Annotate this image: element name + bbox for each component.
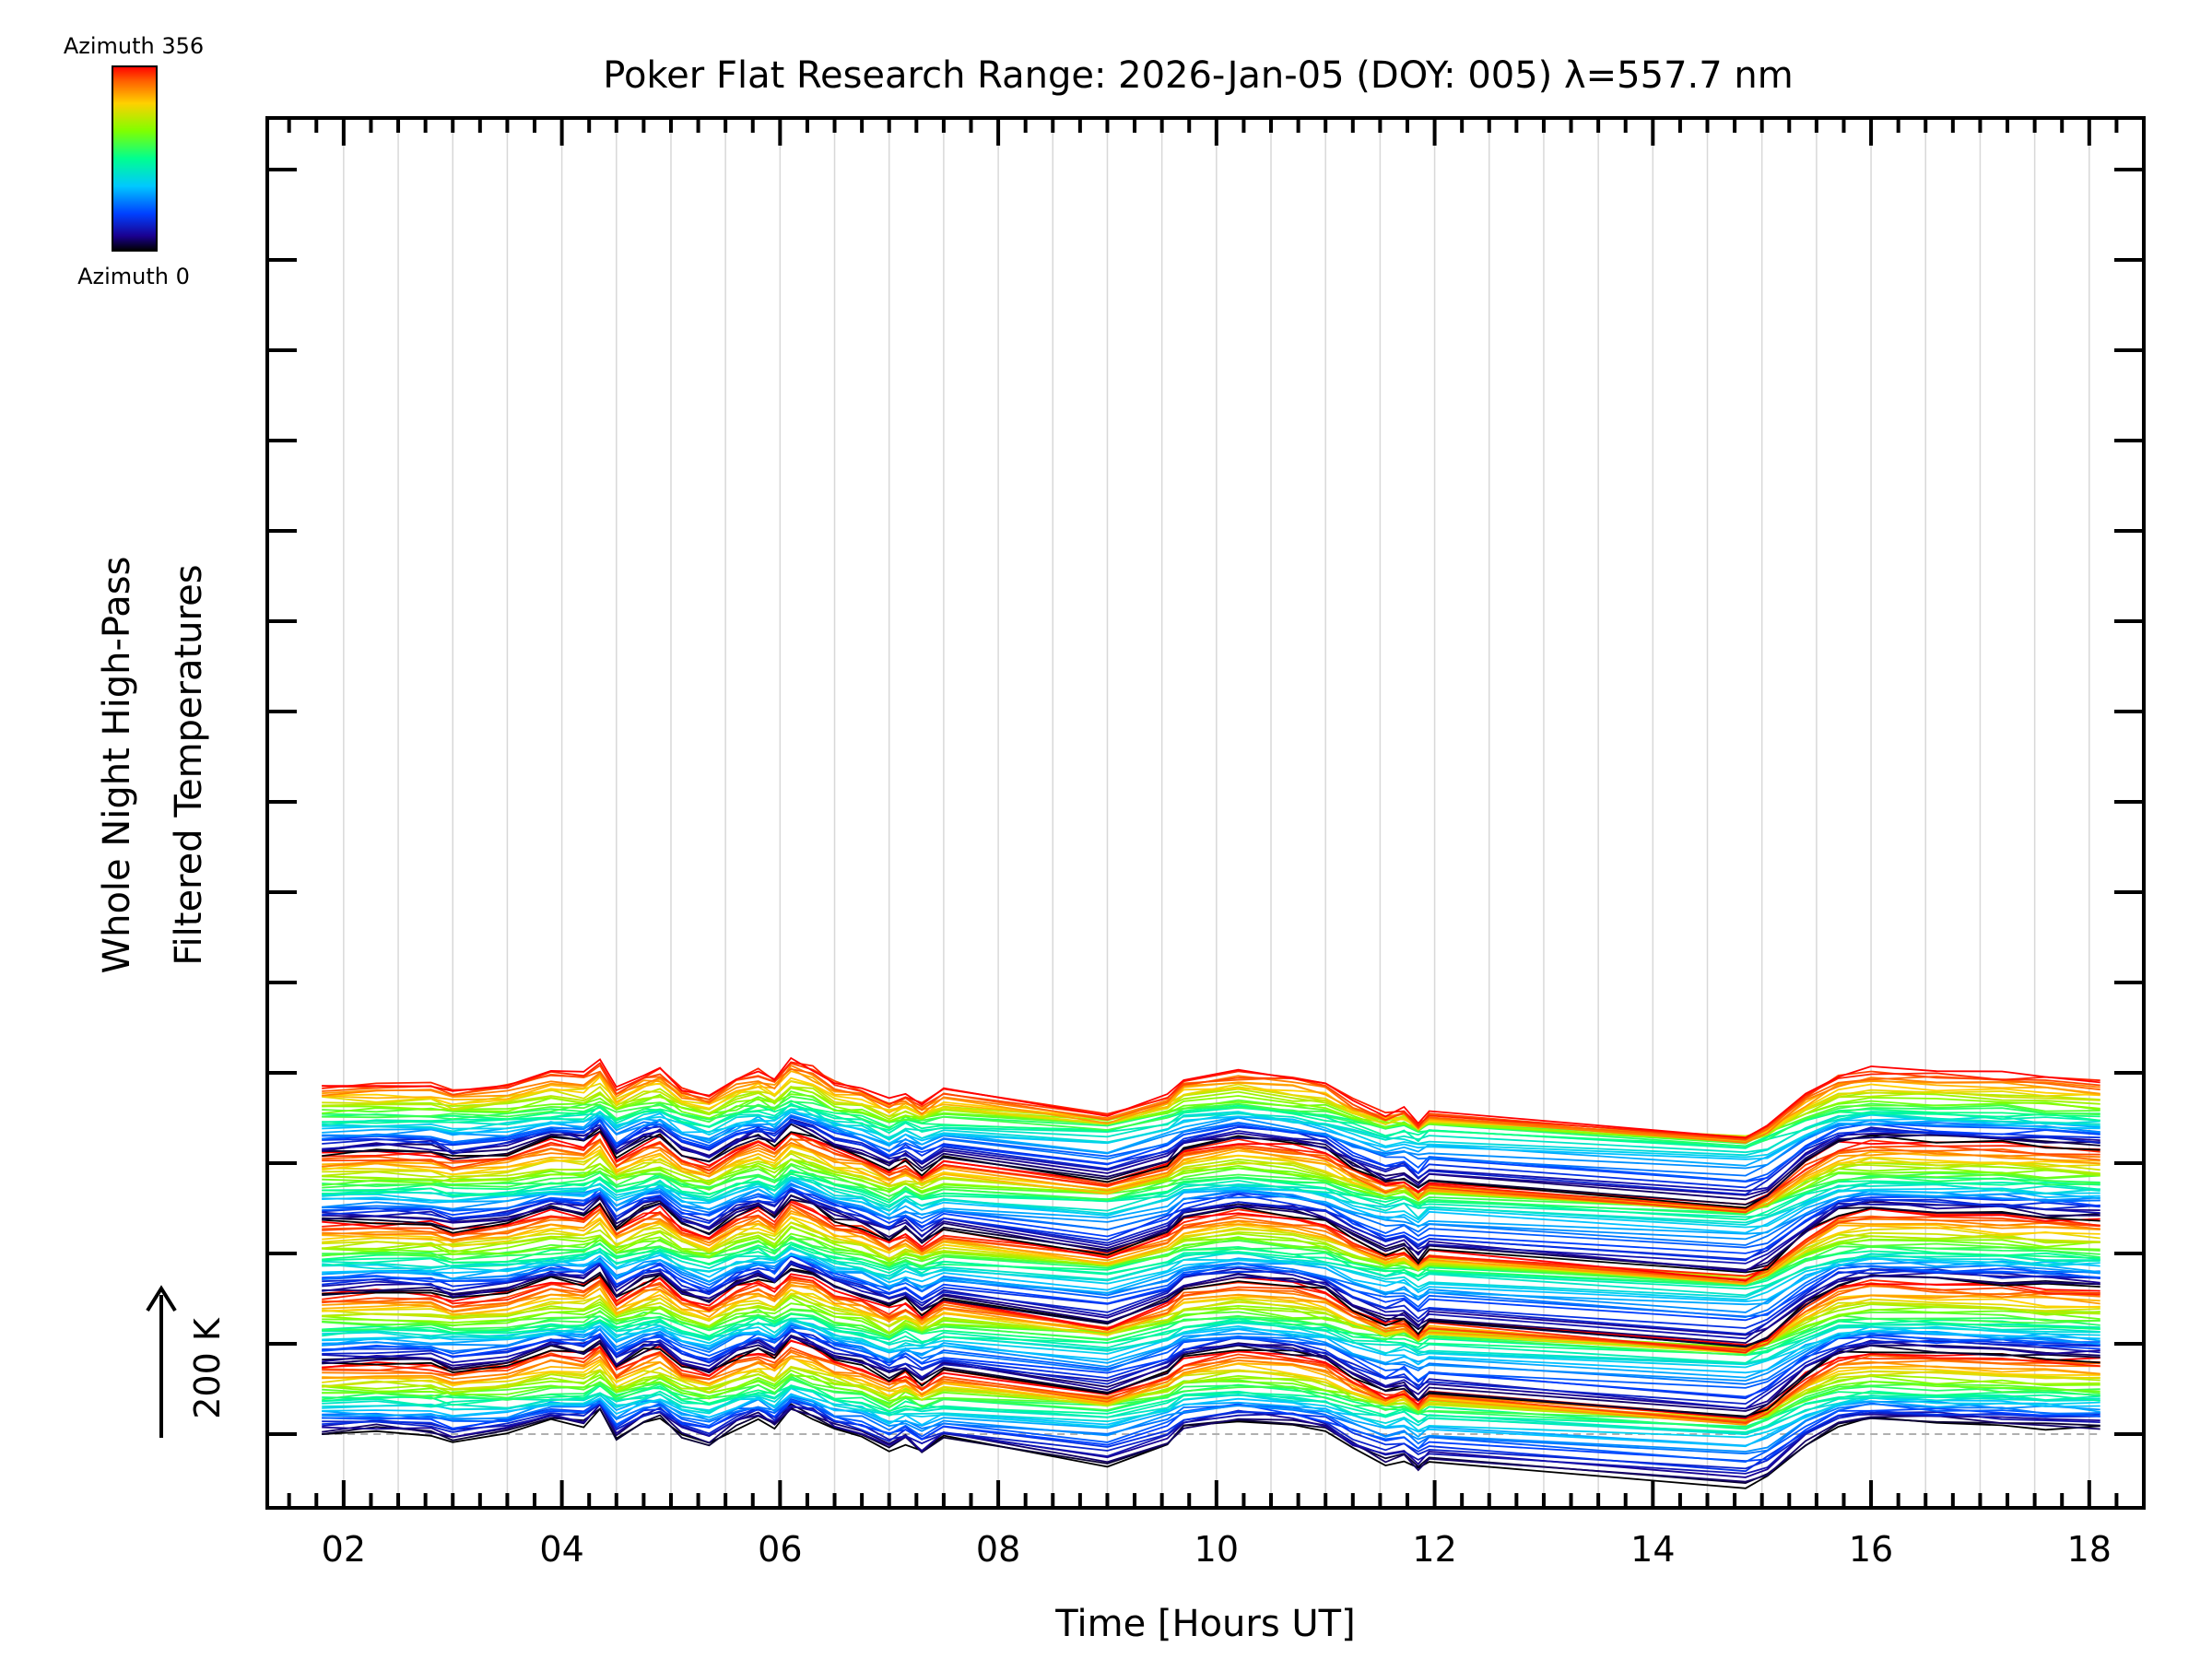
scale-bar-label: 200 K: [187, 1317, 228, 1419]
temperature-trace: [322, 1400, 2100, 1470]
temperature-trace: [322, 1179, 2100, 1235]
temperature-trace: [322, 1201, 2100, 1282]
temperature-trace: [322, 1182, 2100, 1249]
x-tick-label: 04: [539, 1529, 583, 1570]
scale-bar-arrowhead: [146, 1285, 177, 1312]
temperature-trace: [322, 1346, 2100, 1425]
temperature-trace: [322, 1319, 2100, 1366]
y-axis-title-line1: Whole Night High-Pass: [96, 557, 138, 974]
x-tick-label: 16: [1849, 1529, 1893, 1570]
x-tick-label: 06: [758, 1529, 802, 1570]
temperature-trace: [322, 1253, 2100, 1306]
colorbar-bottom-label: Azimuth 0: [77, 264, 190, 289]
ticks: [267, 118, 2144, 1508]
scale-bar: 200 K: [146, 1285, 228, 1438]
temperature-trace: [322, 1109, 2100, 1160]
temperature-trace: [322, 1253, 2100, 1303]
temperature-trace: [322, 1116, 2100, 1182]
colorbar: [112, 65, 158, 252]
temperature-trace: [322, 1062, 2100, 1141]
y-axis-title-line2: Filtered Temperatures: [168, 564, 210, 965]
temperature-trace: [322, 1312, 2100, 1356]
temperature-trace: [322, 1209, 2100, 1284]
temperature-trace: [322, 1394, 2100, 1455]
temperature-trace: [322, 1182, 2100, 1246]
temperature-trace: [322, 1277, 2100, 1352]
temperature-trace: [322, 1319, 2100, 1374]
temperature-trace: [322, 1254, 2100, 1329]
temperature-trace: [322, 1111, 2100, 1170]
temperature-trace: [322, 1100, 2100, 1147]
temperature-trace: [322, 1330, 2100, 1406]
temperature-trace: [322, 1123, 2100, 1206]
x-tick-label: 18: [2067, 1529, 2112, 1570]
x-axis-title: Time [Hours UT]: [1054, 1603, 1355, 1645]
temperature-trace: [322, 1102, 2100, 1154]
temperature-trace: [322, 1067, 2100, 1141]
temperature-trace: [322, 1386, 2100, 1436]
x-tick-label: 12: [1412, 1529, 1456, 1570]
temperature-trace: [322, 1350, 2100, 1419]
temperature-trace: [322, 1335, 2100, 1418]
x-tick-label: 08: [976, 1529, 1020, 1570]
temperature-trace: [322, 1187, 2100, 1265]
x-tick-label: 02: [322, 1529, 366, 1570]
x-tick-label: 10: [1194, 1529, 1239, 1570]
temperature-trace: [322, 1394, 2100, 1448]
x-tick-label: 14: [1630, 1529, 1675, 1570]
plot-frame: [265, 116, 2146, 1510]
temperature-trace: [322, 1386, 2100, 1433]
temperature-trace: [322, 1175, 2100, 1226]
temperature-trace: [322, 1171, 2100, 1218]
temperature-trace: [322, 1395, 2100, 1453]
chart-title: Poker Flat Research Range: 2026-Jan-05 (…: [603, 54, 1793, 97]
traces: [322, 1056, 2100, 1489]
temperature-trace: [322, 1194, 2100, 1271]
temperature-trace: [322, 1317, 2100, 1364]
temperature-trace: [322, 1294, 2100, 1354]
temperature-trace: [322, 1178, 2100, 1229]
temperature-trace: [322, 1056, 2100, 1139]
temperature-trace: [322, 1119, 2100, 1195]
temperature-trace: [322, 1079, 2100, 1138]
colorbar-top-label: Azimuth 356: [64, 33, 204, 59]
x-tick-labels: 02 04 06 08 10 12 14 16 18: [322, 1529, 2112, 1570]
temperature-trace: [322, 1377, 2100, 1422]
